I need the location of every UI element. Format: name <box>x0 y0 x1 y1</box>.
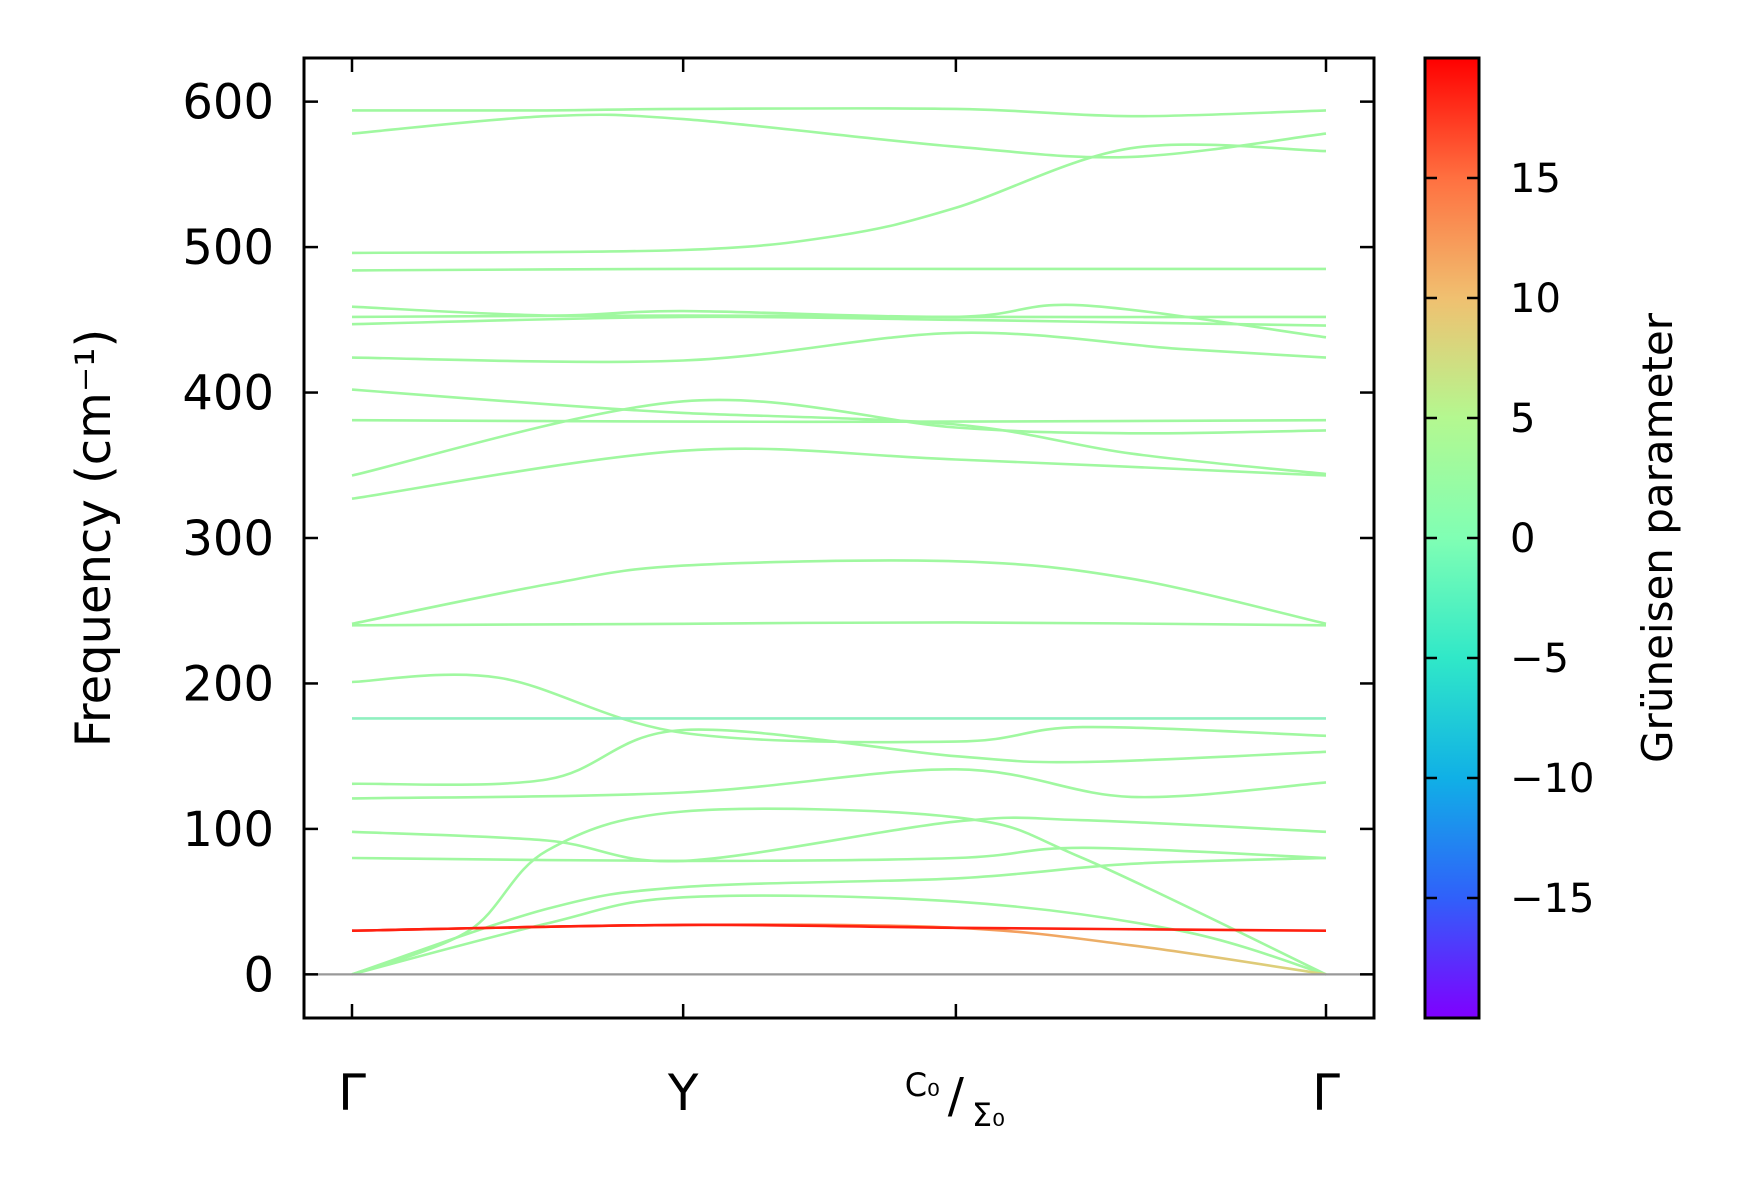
phonon-branch-12 <box>351 447 1327 500</box>
y-tick-label: 100 <box>182 802 274 858</box>
phonon-branch-13 <box>351 559 1327 626</box>
phonon-branch-18 <box>351 767 1327 800</box>
phonon-branch-8 <box>351 331 1327 364</box>
x-tick-label: C₀ / Σ₀ <box>905 1066 1005 1134</box>
dispersion-curves <box>351 107 1327 976</box>
phonon-branch-9 <box>351 388 1327 476</box>
phonon-branch-4 <box>351 267 1326 272</box>
colorbar-tick-label: −5 <box>1510 636 1569 682</box>
x-tick-label: Y <box>667 1064 699 1122</box>
phonon-branch-2 <box>351 113 1327 159</box>
phonon-branch-11 <box>351 398 1327 477</box>
colorbar-label: Grüneisen parameter <box>1633 312 1682 763</box>
phonon-branch-20 <box>351 846 1327 863</box>
colorbar-tick-label: −15 <box>1510 876 1594 922</box>
x-tick-label: Γ <box>338 1064 366 1122</box>
phonon-branch-25 <box>351 923 1327 932</box>
colorbar-tick-label: 0 <box>1510 516 1535 562</box>
colorbar-tick-label: −10 <box>1510 756 1594 802</box>
phonon-branch-14 <box>351 621 1327 627</box>
colorbar-ticks: 15 10 5 0 −5 −10 −15 <box>1425 156 1594 922</box>
colorbar-tick-label: 15 <box>1510 156 1561 202</box>
y-tick-label: 300 <box>182 511 274 567</box>
svg-text:/: / <box>948 1068 965 1124</box>
phonon-branch-6 <box>351 314 1327 319</box>
phonon-branch-23 <box>351 894 1327 976</box>
y-tick-label: 400 <box>182 366 274 422</box>
phonon-branch-17 <box>351 728 1327 787</box>
colorbar-tick-label: 5 <box>1510 396 1535 442</box>
svg-text:Σ₀: Σ₀ <box>972 1096 1005 1134</box>
plot-frame <box>302 56 1376 1020</box>
phonon-branch-19 <box>351 816 1327 863</box>
y-tick-label: 600 <box>182 75 274 131</box>
svg-text:C₀: C₀ <box>905 1066 940 1104</box>
phonon-branch-22 <box>351 856 1327 976</box>
colorbar-tick-label: 10 <box>1510 276 1561 322</box>
y-tick-label: 500 <box>182 220 274 276</box>
phonon-branch-3 <box>351 143 1327 255</box>
x-axis: Γ Y C₀ / Σ₀ Γ <box>338 58 1340 1134</box>
phonon-branch-7 <box>351 315 1327 327</box>
x-tick-label: Γ <box>1312 1064 1340 1122</box>
y-tick-label: 200 <box>182 656 274 712</box>
phonon-branch-24 <box>351 923 1327 976</box>
phonon-branch-21 <box>351 807 1327 976</box>
y-axis-label: Frequency (cm⁻¹) <box>66 329 122 747</box>
y-axis: 0 100 200 300 400 500 600 <box>182 75 1374 1003</box>
y-tick-label: 0 <box>243 947 274 1003</box>
phonon-branch-1 <box>351 107 1327 118</box>
phonon-branch-15 <box>351 673 1327 744</box>
phonon-branch-10 <box>351 418 1327 424</box>
